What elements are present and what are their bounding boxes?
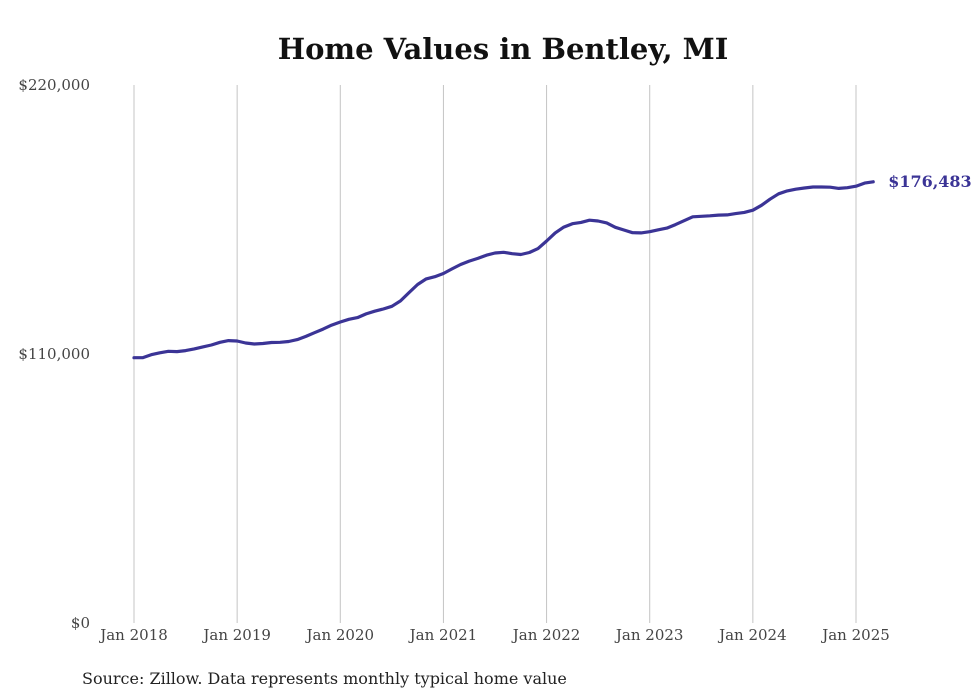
x-tick-label: Jan 2023 xyxy=(614,626,684,644)
source-note: Source: Zillow. Data represents monthly … xyxy=(82,669,567,688)
y-tick-label: $0 xyxy=(71,614,90,632)
x-tick-label: Jan 2021 xyxy=(408,626,478,644)
y-tick-label: $110,000 xyxy=(18,345,90,363)
x-tick-label: Jan 2019 xyxy=(201,626,271,644)
x-tick-label: Jan 2024 xyxy=(717,626,787,644)
x-tick-label: Jan 2025 xyxy=(820,626,890,644)
x-tick-label: Jan 2022 xyxy=(511,626,581,644)
x-tick-label: Jan 2018 xyxy=(98,626,168,644)
end-value-label: $176,483 xyxy=(888,172,972,191)
chart-title: Home Values in Bentley, MI xyxy=(278,32,729,66)
y-axis-ticks: $0 $110,000 $220,000 xyxy=(18,76,90,632)
x-axis-ticks: Jan 2018 Jan 2019 Jan 2020 Jan 2021 Jan 2022… xyxy=(98,626,890,644)
home-value-line xyxy=(132,180,875,360)
y-tick-label: $220,000 xyxy=(18,76,90,94)
gridlines xyxy=(133,85,857,623)
x-tick-label: Jan 2020 xyxy=(305,626,375,644)
